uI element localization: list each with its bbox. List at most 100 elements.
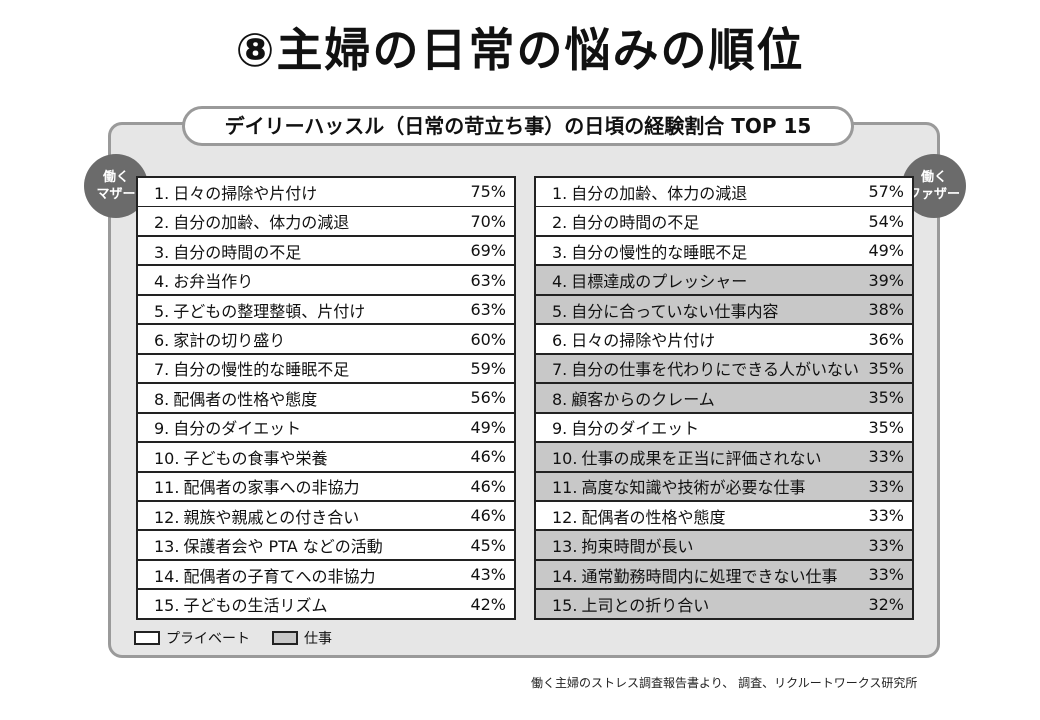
row-label: 親族や親戚との付き合い: [183, 507, 360, 527]
row-text: 8. 顧客からのクレーム: [552, 386, 715, 410]
row-label: 顧客からのクレーム: [571, 389, 715, 409]
row-text: 3. 自分の慢性的な睡眠不足: [552, 239, 747, 263]
ranking-row: 1. 自分の加齢、体力の減退 57%: [536, 178, 912, 206]
row-rank: 10.: [154, 448, 180, 468]
row-label: 保護者会や PTA などの活動: [183, 537, 383, 557]
row-percentage: 63%: [470, 270, 506, 290]
row-rank: 14.: [154, 566, 180, 586]
row-text: 14. 通常勤務時間内に処理できない仕事: [552, 563, 837, 587]
row-rank: 1.: [552, 183, 568, 203]
legend: プライベート 仕事: [134, 628, 354, 648]
row-percentage: 33%: [868, 506, 904, 526]
row-text: 15. 上司との折り合い: [552, 592, 709, 616]
row-percentage: 32%: [868, 594, 904, 614]
row-label: 自分の加齢、体力の減退: [571, 183, 748, 203]
row-percentage: 36%: [868, 329, 904, 349]
row-label: 自分の時間の不足: [173, 242, 302, 262]
row-percentage: 33%: [868, 565, 904, 585]
row-label: 子どもの整理整頓、片付け: [173, 301, 366, 321]
source-note: 働く主婦のストレス調査報告書より、 調査、リクルートワークス研究所: [531, 676, 918, 690]
row-text: 1. 自分の加齢、体力の減退: [552, 180, 747, 204]
row-rank: 13.: [552, 537, 578, 557]
row-text: 10. 子どもの食事や栄養: [154, 445, 327, 469]
row-text: 10. 仕事の成果を正当に評価されない: [552, 445, 821, 469]
mothers-ranking-list: 1. 日々の掃除や片付け 75% 2. 自分の加齢、体力の減退 70% 3. 自分の時間の不足…: [136, 176, 516, 620]
row-text: 7. 自分の慢性的な睡眠不足: [154, 356, 349, 380]
row-rank: 4.: [154, 272, 170, 292]
row-label: 配偶者の性格や態度: [581, 507, 726, 527]
ranking-row: 7. 自分の仕事を代わりにできる人がいない 35%: [536, 354, 912, 383]
working-mother-badge: 働く マザー: [84, 154, 148, 218]
row-rank: 5.: [154, 301, 170, 321]
row-percentage: 75%: [470, 182, 506, 202]
legend-label-private: プライベート: [166, 631, 250, 647]
row-percentage: 39%: [868, 270, 904, 290]
ranking-row: 11. 配偶者の家事への非協力 46%: [138, 472, 514, 501]
legend-swatch-work: [272, 631, 298, 645]
row-rank: 8.: [154, 389, 170, 409]
row-label: 目標達成のプレッシャー: [571, 272, 748, 292]
ranking-row: 3. 自分の慢性的な睡眠不足 49%: [536, 236, 912, 265]
row-label: 自分の加齢、体力の減退: [173, 213, 350, 233]
row-text: 14. 配偶者の子育てへの非協力: [154, 563, 375, 587]
row-label: 自分の時間の不足: [571, 213, 700, 233]
row-percentage: 33%: [868, 476, 904, 496]
row-rank: 12.: [552, 507, 578, 527]
row-text: 13. 拘束時間が長い: [552, 533, 693, 557]
row-label: 仕事の成果を正当に評価されない: [581, 448, 822, 468]
ranking-row: 12. 親族や親戚との付き合い 46%: [138, 501, 514, 530]
row-label: 配偶者の家事への非協力: [183, 478, 360, 498]
row-rank: 5.: [552, 301, 568, 321]
row-label: 日々の掃除や片付け: [571, 331, 716, 351]
ranking-row: 2. 自分の加齢、体力の減退 70%: [138, 207, 514, 235]
badge-line1: 働く: [102, 170, 129, 185]
row-percentage: 35%: [868, 417, 904, 437]
row-text: 6. 日々の掃除や片付け: [552, 327, 715, 351]
row-rank: 2.: [154, 213, 170, 233]
ranking-row: 15. 子どもの生活リズム 42%: [138, 590, 514, 618]
row-text: 3. 自分の時間の不足: [154, 239, 301, 263]
ranking-row: 8. 配偶者の性格や態度 56%: [138, 384, 514, 412]
row-rank: 10.: [552, 448, 578, 468]
row-rank: 3.: [552, 242, 568, 262]
row-text: 8. 配偶者の性格や態度: [154, 386, 317, 410]
row-text: 13. 保護者会や PTA などの活動: [154, 533, 383, 557]
row-text: 5. 自分に合っていない仕事内容: [552, 298, 778, 322]
row-label: お弁当作り: [173, 272, 254, 292]
row-text: 4. お弁当作り: [154, 268, 253, 292]
row-text: 6. 家計の切り盛り: [154, 327, 285, 351]
row-percentage: 33%: [868, 535, 904, 555]
row-rank: 12.: [154, 507, 180, 527]
row-rank: 11.: [552, 478, 578, 498]
row-rank: 3.: [154, 242, 170, 262]
ranking-row: 4. 目標達成のプレッシャー 39%: [536, 266, 912, 294]
row-text: 4. 目標達成のプレッシャー: [552, 268, 747, 292]
row-text: 12. 親族や親戚との付き合い: [154, 504, 359, 528]
row-label: 子どもの生活リズム: [183, 596, 328, 616]
ranking-row: 9. 自分のダイエット 49%: [138, 413, 514, 442]
row-rank: 7.: [552, 360, 568, 380]
row-percentage: 63%: [470, 300, 506, 320]
row-percentage: 35%: [868, 388, 904, 408]
row-text: 2. 自分の時間の不足: [552, 209, 699, 233]
row-rank: 7.: [154, 360, 170, 380]
badge-line2: ファザー: [907, 187, 960, 202]
row-percentage: 33%: [868, 447, 904, 467]
ranking-row: 14. 通常勤務時間内に処理できない仕事 33%: [536, 560, 912, 589]
ranking-row: 6. 家計の切り盛り 60%: [138, 325, 514, 353]
row-rank: 15.: [552, 596, 578, 616]
ranking-row: 7. 自分の慢性的な睡眠不足 59%: [138, 354, 514, 383]
row-percentage: 45%: [470, 535, 506, 555]
row-percentage: 49%: [868, 241, 904, 261]
ranking-row: 13. 拘束時間が長い 33%: [536, 531, 912, 559]
row-rank: 6.: [552, 331, 568, 351]
row-rank: 8.: [552, 389, 568, 409]
row-label: 自分のダイエット: [571, 419, 700, 439]
row-label: 家計の切り盛り: [173, 331, 286, 351]
row-label: 自分のダイエット: [173, 419, 302, 439]
ranking-row: 1. 日々の掃除や片付け 75%: [138, 178, 514, 206]
ranking-row: 13. 保護者会や PTA などの活動 45%: [138, 531, 514, 559]
ranking-row: 6. 日々の掃除や片付け 36%: [536, 325, 912, 353]
row-percentage: 70%: [470, 211, 506, 231]
row-label: 配偶者の子育てへの非協力: [183, 566, 376, 586]
